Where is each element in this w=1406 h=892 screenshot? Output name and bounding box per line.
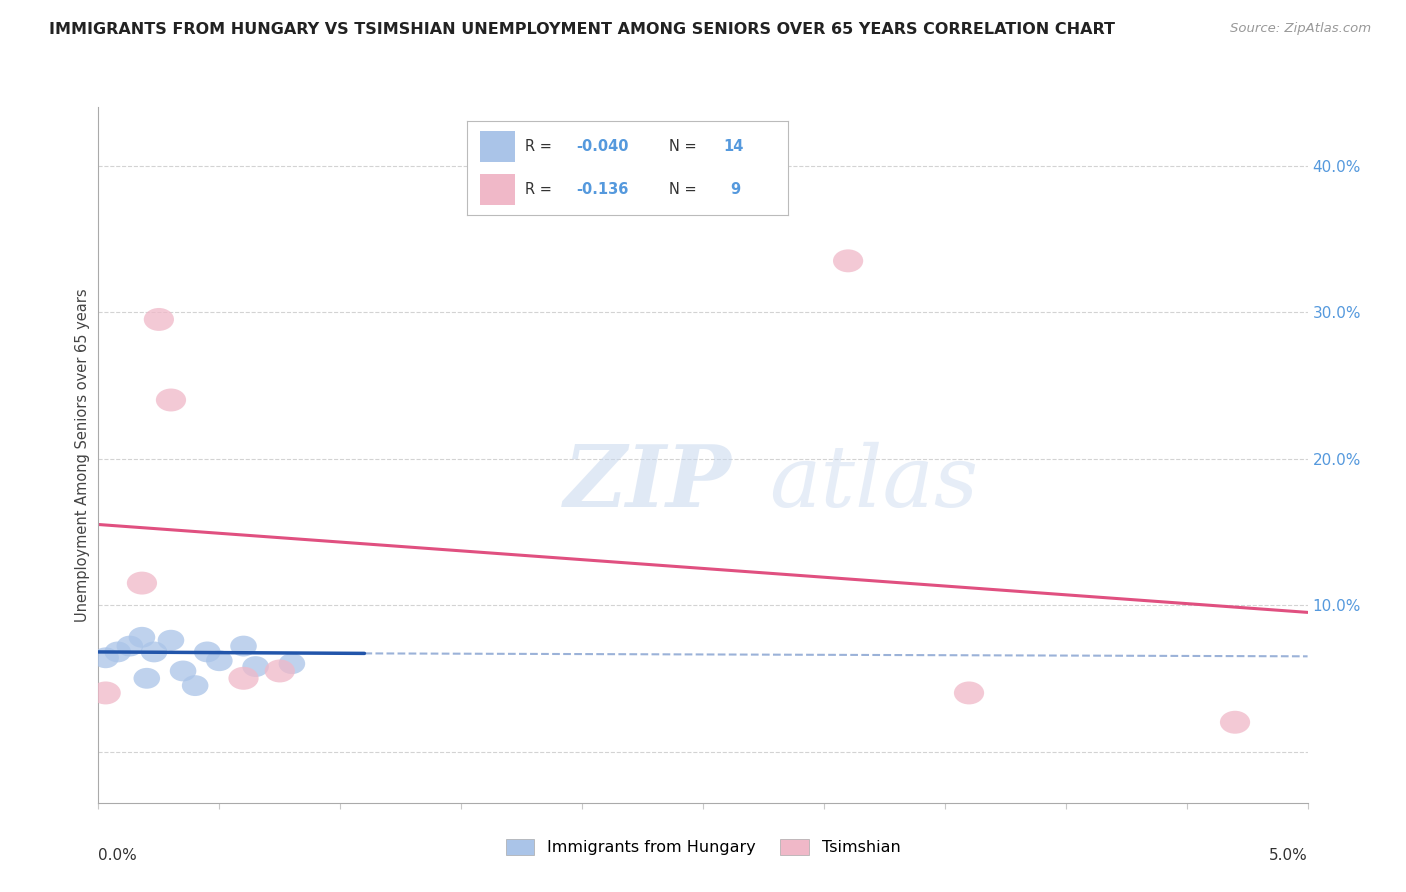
Ellipse shape xyxy=(181,675,208,696)
Ellipse shape xyxy=(129,627,155,648)
Ellipse shape xyxy=(207,650,232,671)
Text: atlas: atlas xyxy=(769,442,979,524)
Ellipse shape xyxy=(157,630,184,650)
Ellipse shape xyxy=(141,641,167,663)
Text: IMMIGRANTS FROM HUNGARY VS TSIMSHIAN UNEMPLOYMENT AMONG SENIORS OVER 65 YEARS CO: IMMIGRANTS FROM HUNGARY VS TSIMSHIAN UNE… xyxy=(49,22,1115,37)
Ellipse shape xyxy=(228,667,259,690)
Ellipse shape xyxy=(953,681,984,705)
Ellipse shape xyxy=(170,661,197,681)
Text: Source: ZipAtlas.com: Source: ZipAtlas.com xyxy=(1230,22,1371,36)
Text: 5.0%: 5.0% xyxy=(1268,848,1308,863)
Ellipse shape xyxy=(134,668,160,689)
Ellipse shape xyxy=(117,636,143,657)
Y-axis label: Unemployment Among Seniors over 65 years: Unemployment Among Seniors over 65 years xyxy=(75,288,90,622)
Ellipse shape xyxy=(242,657,269,677)
Ellipse shape xyxy=(143,308,174,331)
Ellipse shape xyxy=(104,641,131,663)
Ellipse shape xyxy=(93,648,120,668)
Text: ZIP: ZIP xyxy=(564,441,731,524)
Ellipse shape xyxy=(264,659,295,682)
Legend: Immigrants from Hungary, Tsimshian: Immigrants from Hungary, Tsimshian xyxy=(499,832,907,862)
Ellipse shape xyxy=(90,681,121,705)
Ellipse shape xyxy=(156,389,186,411)
Text: 0.0%: 0.0% xyxy=(98,848,138,863)
Ellipse shape xyxy=(231,636,257,657)
Ellipse shape xyxy=(832,250,863,272)
Ellipse shape xyxy=(1220,711,1250,734)
Ellipse shape xyxy=(278,653,305,674)
Ellipse shape xyxy=(127,572,157,595)
Ellipse shape xyxy=(194,641,221,663)
